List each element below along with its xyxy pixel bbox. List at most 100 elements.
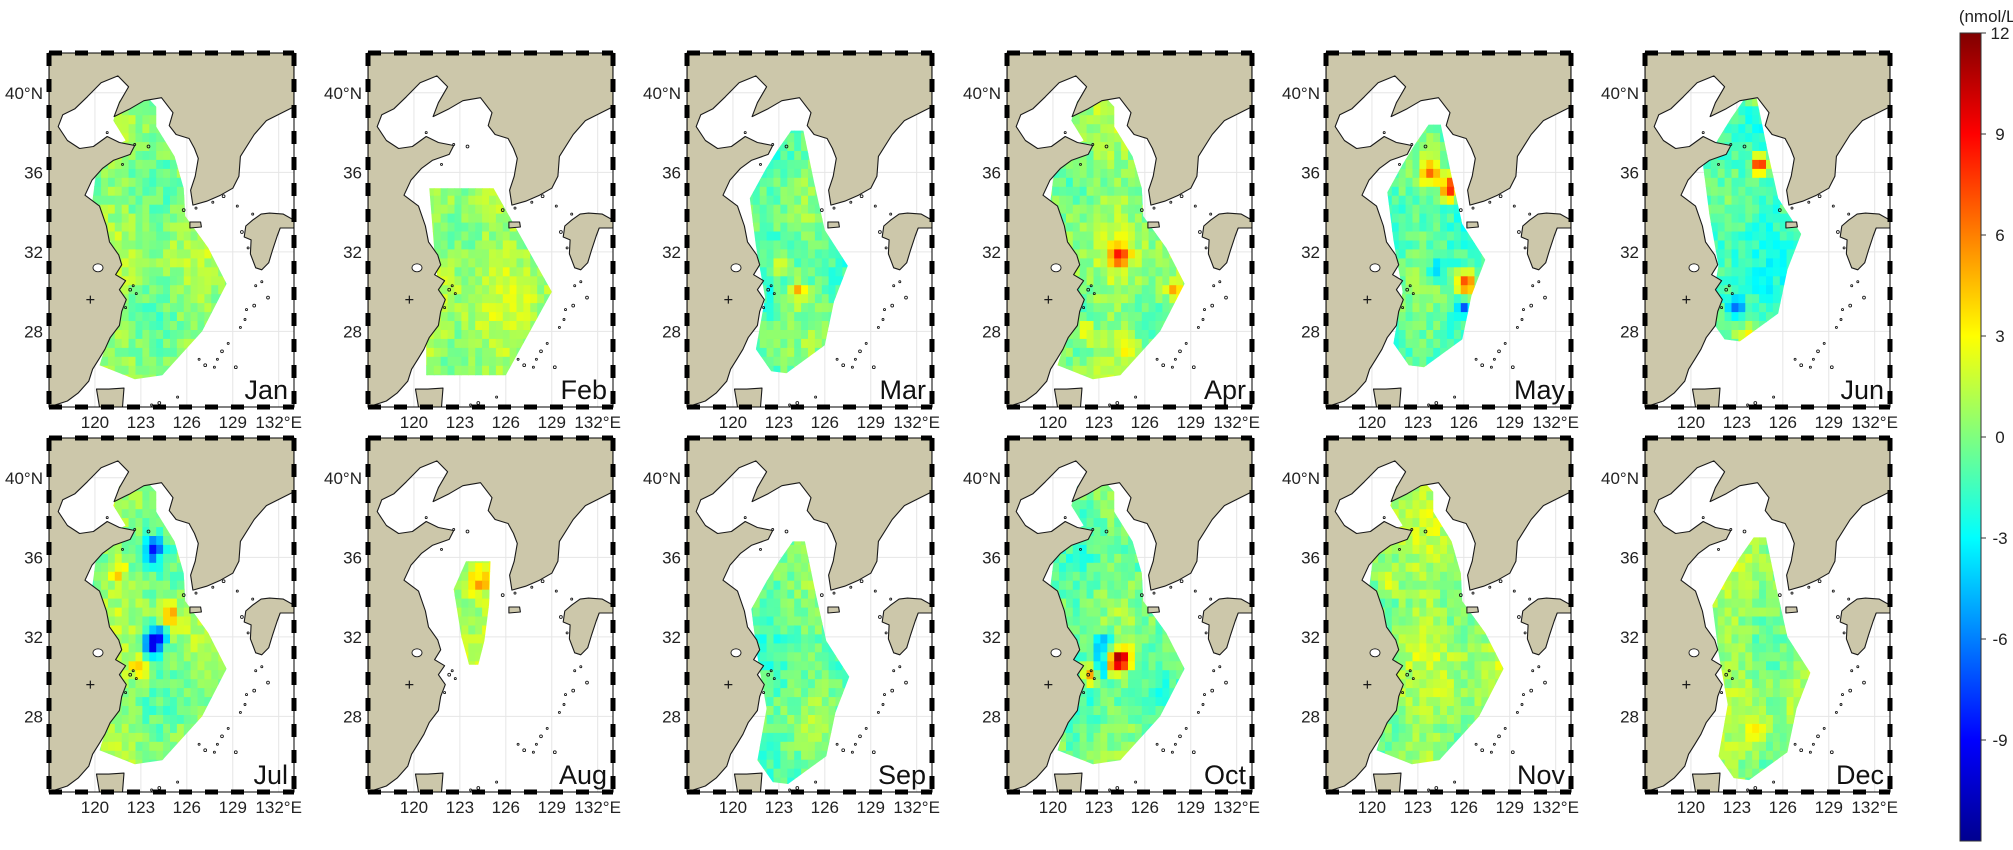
heatmap-cell bbox=[787, 356, 795, 366]
month-label: May bbox=[1514, 375, 1566, 405]
heatmap-cell bbox=[1128, 356, 1136, 366]
heatmap-cell bbox=[447, 329, 456, 339]
heatmap-cell bbox=[142, 293, 150, 304]
heatmap-cell bbox=[1717, 177, 1726, 187]
heatmap-cell bbox=[176, 275, 185, 286]
heatmap-cell bbox=[835, 257, 843, 268]
heatmap-cell bbox=[794, 266, 802, 277]
heatmap-cell bbox=[1453, 257, 1462, 268]
heatmap-cell bbox=[808, 275, 816, 286]
heatmap-cell bbox=[1724, 168, 1733, 178]
heatmap-cell bbox=[1738, 177, 1746, 187]
heatmap-cell bbox=[1121, 222, 1129, 232]
lat-tick-label: 28 bbox=[1301, 322, 1320, 341]
heatmap-cell bbox=[114, 338, 123, 348]
heatmap-cell bbox=[1447, 284, 1455, 295]
heatmap-cell bbox=[1752, 123, 1760, 134]
heatmap-cell bbox=[759, 231, 768, 241]
heatmap-cell bbox=[1107, 123, 1115, 134]
heatmap-cell bbox=[1162, 311, 1170, 321]
heatmap-cell bbox=[787, 302, 795, 313]
heatmap-cell bbox=[516, 284, 524, 295]
heatmap-cell bbox=[1128, 320, 1136, 330]
heatmap-cell bbox=[759, 239, 768, 250]
heatmap-cell bbox=[1766, 231, 1774, 241]
heatmap-cell bbox=[1426, 275, 1434, 286]
heatmap-cell bbox=[204, 248, 212, 259]
heatmap-cell bbox=[190, 329, 199, 339]
heatmap-cell bbox=[1107, 329, 1115, 339]
heatmap-cell bbox=[1141, 284, 1150, 295]
heatmap-cell bbox=[1766, 302, 1774, 313]
heatmap-cell bbox=[135, 320, 143, 330]
heatmap-cell bbox=[1724, 320, 1733, 330]
heatmap-cell bbox=[163, 231, 171, 241]
heatmap-cell bbox=[447, 284, 456, 295]
heatmap-cell bbox=[801, 275, 809, 286]
heatmap-cell bbox=[502, 239, 511, 250]
heatmap-cell bbox=[142, 338, 150, 348]
heatmap-cell bbox=[1460, 257, 1469, 268]
heatmap-cell bbox=[1100, 284, 1108, 295]
heatmap-cell bbox=[516, 293, 524, 304]
heatmap-cell bbox=[1114, 150, 1122, 160]
heatmap-cell bbox=[1405, 257, 1414, 268]
heatmap-cell bbox=[128, 320, 137, 330]
heatmap-cell bbox=[433, 204, 442, 214]
heatmap-cell bbox=[489, 293, 497, 304]
heatmap-cell bbox=[787, 159, 795, 169]
heatmap-cell bbox=[1072, 186, 1081, 196]
heatmap-cell bbox=[1433, 222, 1441, 232]
heatmap-cell bbox=[114, 248, 123, 259]
heatmap-cell bbox=[1079, 365, 1088, 375]
heatmap-cell bbox=[1128, 302, 1136, 313]
heatmap-cell bbox=[128, 105, 137, 116]
lon-tick-label: 123 bbox=[1404, 413, 1432, 432]
heatmap-cell bbox=[1752, 195, 1760, 205]
heatmap-cell bbox=[1114, 347, 1122, 357]
heatmap-cell bbox=[801, 168, 809, 178]
heatmap-cell bbox=[814, 338, 823, 348]
heatmap-cell bbox=[135, 347, 143, 357]
heatmap-cell bbox=[787, 275, 795, 286]
heatmap-cell bbox=[156, 347, 164, 357]
heatmap-cell bbox=[1447, 293, 1455, 304]
heatmap-cell bbox=[1162, 257, 1170, 268]
heatmap-cell bbox=[135, 374, 143, 380]
heatmap-cell bbox=[468, 329, 476, 339]
heatmap-cell bbox=[1724, 248, 1733, 259]
heatmap-cell bbox=[1412, 248, 1420, 259]
heatmap-cell bbox=[1752, 213, 1760, 223]
heatmap-cell bbox=[1100, 311, 1108, 321]
heatmap-cell bbox=[1474, 257, 1482, 268]
land bbox=[368, 53, 613, 407]
heatmap-cell bbox=[814, 311, 823, 321]
heatmap-cell bbox=[523, 266, 531, 277]
heatmap-cell bbox=[1419, 222, 1427, 232]
heatmap-cell bbox=[821, 231, 830, 241]
heatmap-cell bbox=[1134, 329, 1143, 339]
heatmap-cell bbox=[1052, 186, 1060, 196]
heatmap-cell bbox=[121, 123, 130, 134]
heatmap-cell bbox=[135, 177, 143, 187]
heatmap-cell bbox=[787, 266, 795, 277]
heatmap-cell bbox=[1704, 159, 1712, 169]
heatmap-cell bbox=[176, 284, 185, 295]
lat-tick-label: 28 bbox=[662, 322, 681, 341]
heatmap-cell bbox=[1426, 293, 1434, 304]
heatmap-cell bbox=[1419, 239, 1427, 250]
heatmap-cell bbox=[489, 248, 497, 259]
heatmap-cell bbox=[440, 204, 449, 214]
heatmap-cell bbox=[808, 195, 816, 205]
heatmap-cell bbox=[773, 329, 781, 339]
heatmap-cell bbox=[1391, 231, 1400, 241]
heatmap-cell bbox=[1745, 231, 1753, 241]
heatmap-cell bbox=[1128, 222, 1136, 232]
heatmap-cell bbox=[801, 320, 809, 330]
heatmap-cell bbox=[1093, 257, 1101, 268]
heatmap-cell bbox=[440, 365, 449, 375]
heatmap-cell bbox=[1100, 293, 1108, 304]
heatmap-cell bbox=[1412, 177, 1420, 187]
heatmap-cell bbox=[1162, 284, 1170, 295]
heatmap-cell bbox=[1391, 186, 1400, 196]
